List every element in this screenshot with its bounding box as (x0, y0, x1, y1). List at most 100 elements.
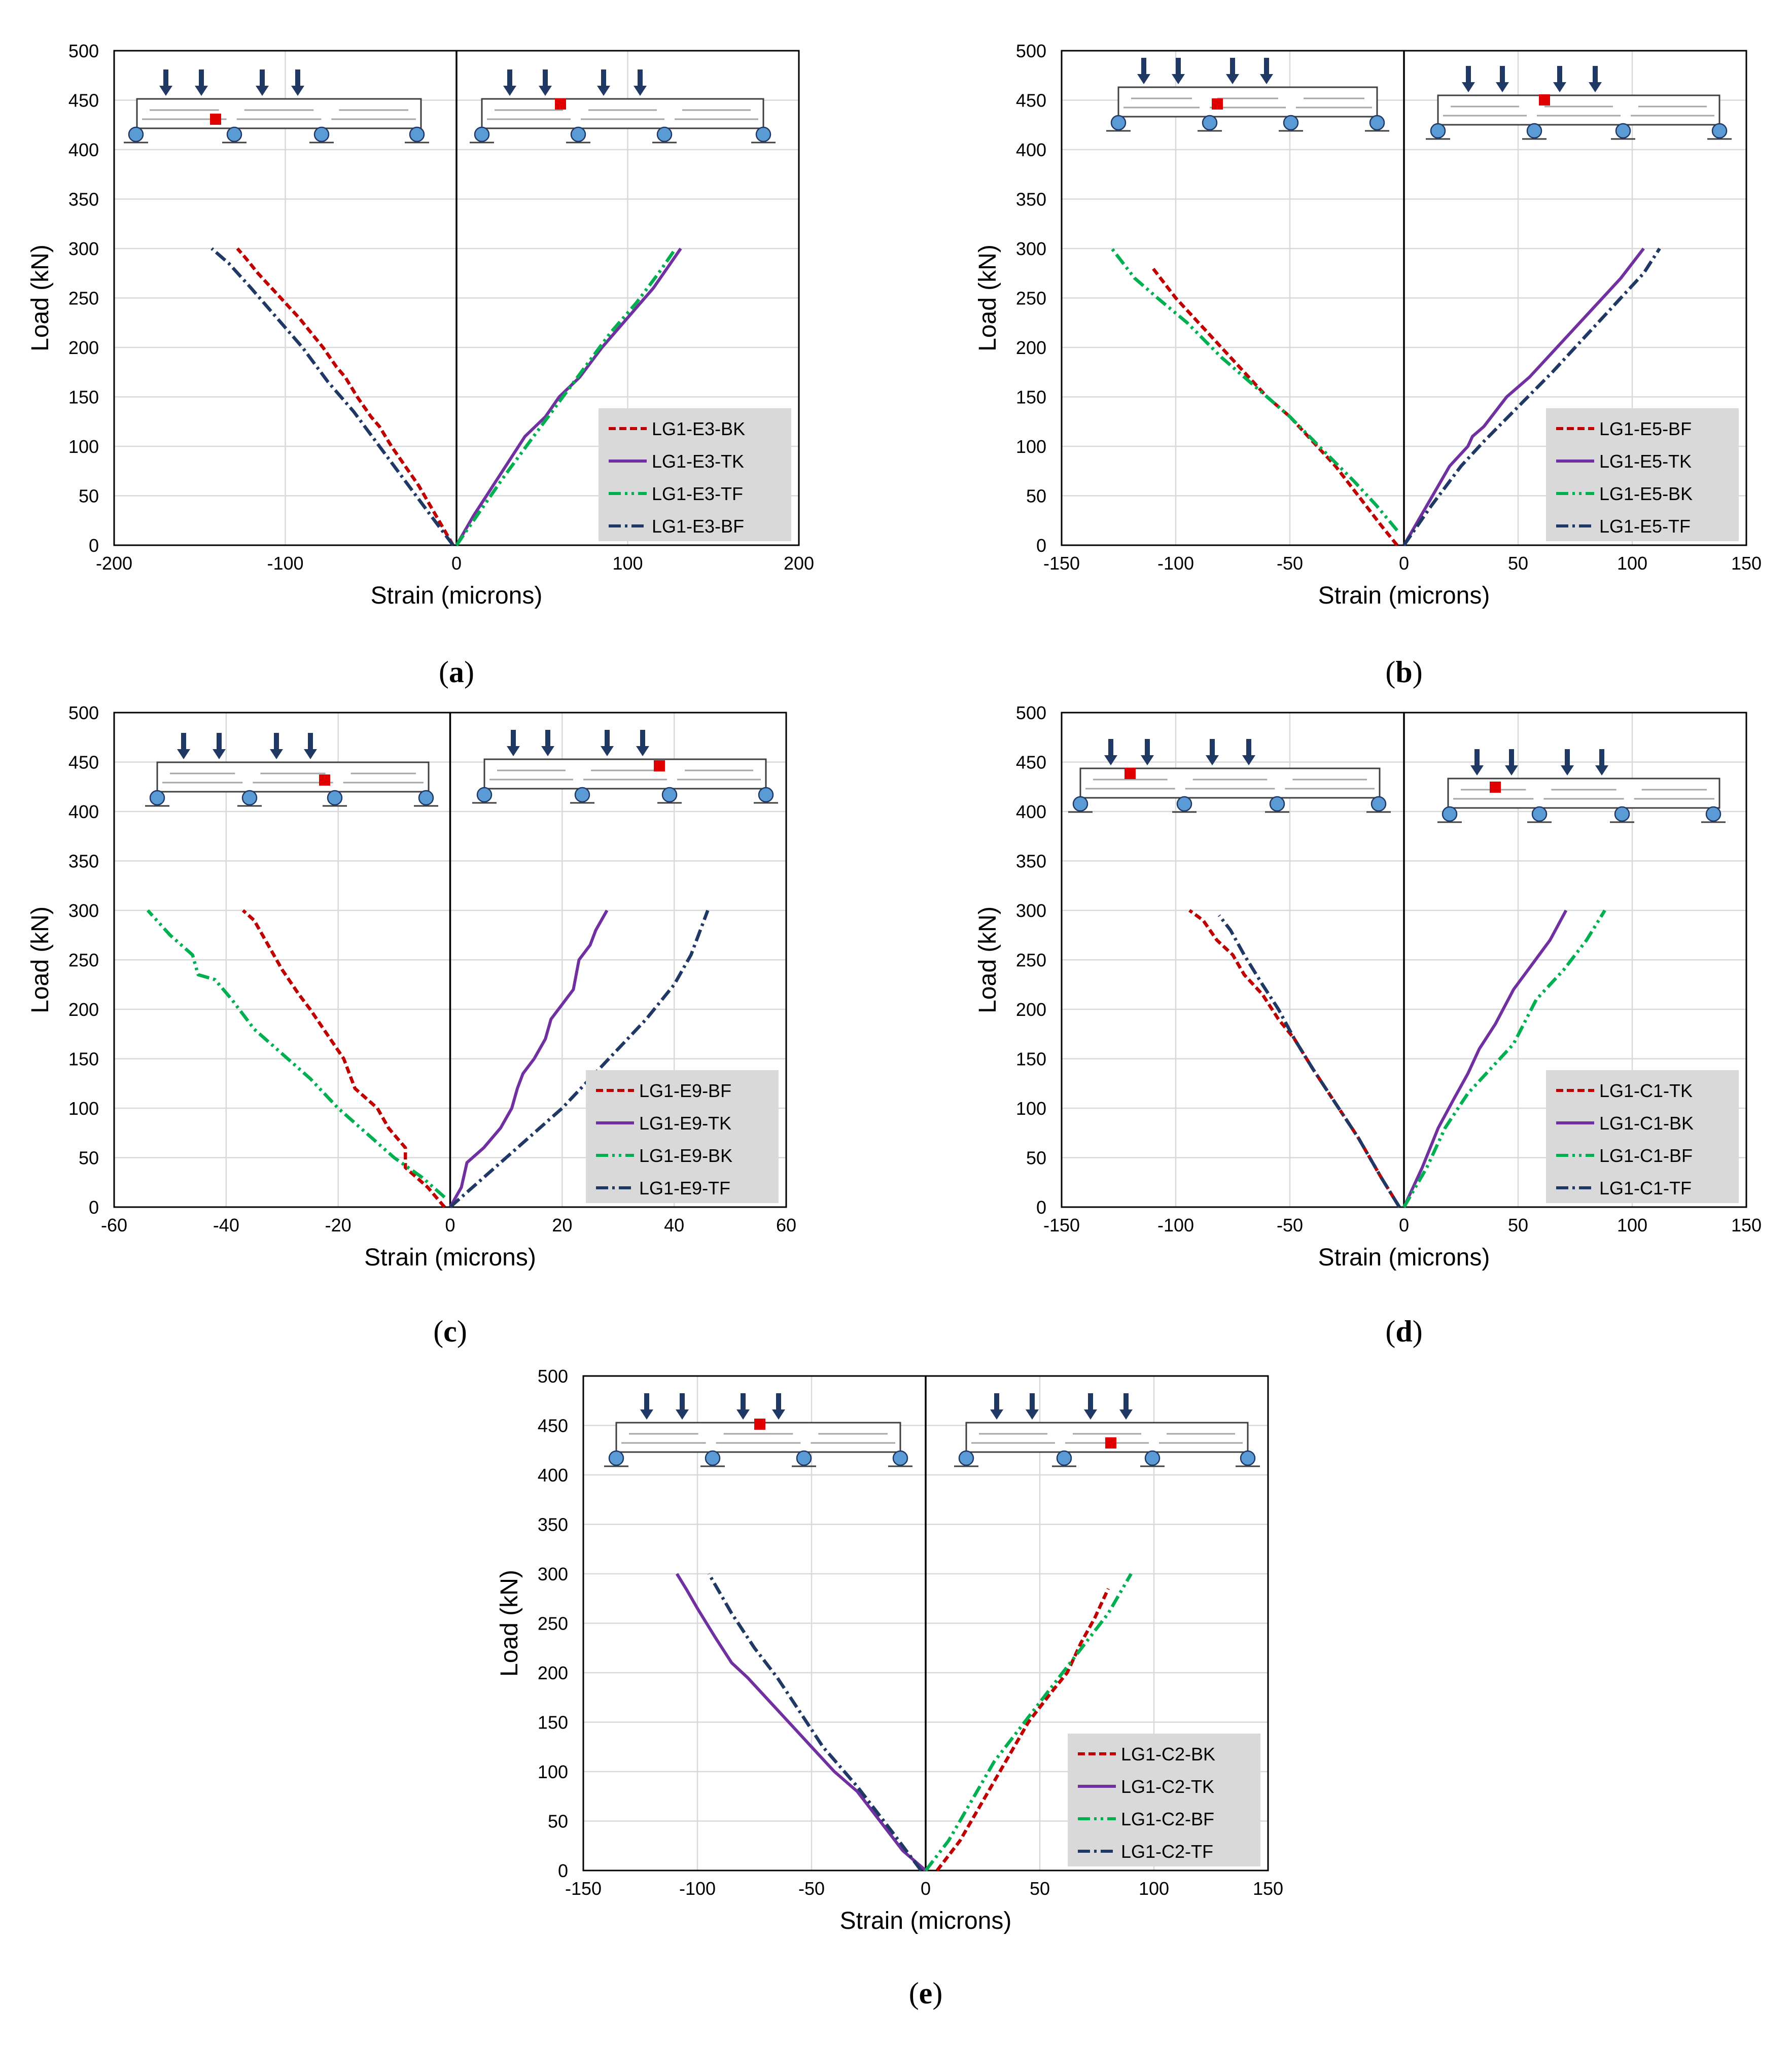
caption-open: ( (433, 1315, 443, 1348)
caption-close: ) (1413, 1315, 1423, 1348)
series-line-LG1-E5-BK (1110, 248, 1399, 532)
arrow-head (304, 749, 317, 759)
y-tick-label: 0 (558, 1860, 568, 1881)
y-tick-label: 500 (538, 1366, 568, 1387)
support-roller-icon (1526, 123, 1542, 139)
series-line-LG1-E3-BF (210, 247, 454, 546)
arrow-head (636, 746, 649, 756)
arrow-shaft (511, 730, 516, 747)
y-tick-label: 0 (89, 1197, 99, 1218)
x-tick-label: 0 (1399, 553, 1409, 574)
y-tick-label: 350 (1016, 851, 1046, 872)
support-roller-icon (476, 787, 493, 803)
caption-open: ( (909, 1977, 919, 2010)
arrow-head (1462, 82, 1475, 92)
support-roller-icon (313, 126, 330, 143)
y-tick-label: 150 (1016, 387, 1046, 408)
y-tick-label: 450 (1016, 752, 1046, 773)
beam-diagram (604, 1393, 912, 1467)
x-tick-label: -100 (1157, 1215, 1194, 1236)
caption-close: ) (464, 655, 474, 689)
arrow-head (634, 86, 647, 96)
y-tick-label: 350 (538, 1514, 568, 1535)
beam-diagram (1437, 749, 1726, 823)
series-line-LG1-E3-BK (236, 247, 455, 546)
caption-letter: e (919, 1977, 933, 2010)
load-arrow-icon (1119, 1393, 1133, 1420)
support-roller-icon (1110, 115, 1127, 131)
series-line-LG1-E9-BK (146, 909, 446, 1198)
y-tick-label: 350 (68, 189, 99, 210)
load-arrow-icon (634, 69, 647, 96)
panel-caption: (b) (1385, 655, 1422, 689)
y-tick-label: 200 (1016, 999, 1046, 1020)
x-tick-label: 0 (451, 553, 462, 574)
x-tick-label: -40 (213, 1215, 239, 1236)
arrow-head (1242, 755, 1255, 765)
load-arrow-icon (195, 69, 208, 96)
arrow-head (1595, 765, 1608, 775)
y-tick-label: 450 (68, 90, 99, 111)
y-axis-label: Load (kN) (974, 244, 1001, 351)
strain-gauge-marker (1539, 94, 1550, 105)
legend: LG1-E5-BF LG1-E5-TK LG1-E5-BK LG1-E5-TF (1546, 408, 1739, 541)
arrow-head (1561, 765, 1574, 775)
load-arrow-icon (304, 733, 317, 759)
arrow-head (1470, 765, 1484, 775)
load-arrow-icon (507, 730, 520, 756)
legend-entry: LG1-C2-TK (1121, 1776, 1214, 1797)
caption-letter: a (449, 655, 464, 689)
arrow-head (1172, 74, 1185, 84)
support-roller-icon (661, 787, 678, 803)
legend-entry: LG1-E9-BF (639, 1080, 731, 1101)
y-tick-label: 0 (89, 535, 99, 556)
x-tick-label: 150 (1253, 1878, 1283, 1899)
caption-letter: b (1395, 655, 1412, 689)
caption-letter: d (1395, 1315, 1412, 1348)
load-arrow-icon (772, 1393, 785, 1420)
arrow-head (507, 746, 520, 756)
x-axis-label: Strain (microns) (1318, 582, 1490, 609)
arrow-head (597, 86, 610, 96)
arrow-head (1104, 755, 1117, 765)
arrow-shaft (308, 733, 313, 750)
y-tick-label: 450 (68, 752, 99, 773)
y-tick-label: 250 (68, 950, 99, 971)
caption-close: ) (457, 1315, 467, 1348)
y-tick-label: 500 (68, 702, 99, 723)
girder-outline (1447, 778, 1720, 809)
support-roller-icon (1056, 1450, 1072, 1466)
beam-diagram (124, 69, 429, 144)
arrow-shaft (1246, 739, 1251, 756)
arrow-shaft (507, 69, 512, 87)
load-arrow-icon (1553, 66, 1566, 92)
legend-entry: LG1-E3-TF (652, 483, 743, 504)
arrow-head (1553, 82, 1566, 92)
legend-entry: LG1-C2-BF (1121, 1809, 1214, 1829)
arrow-head (640, 1409, 653, 1420)
y-tick-label: 50 (548, 1811, 568, 1832)
support-roller-icon (656, 126, 673, 143)
y-tick-label: 300 (68, 900, 99, 921)
y-tick-label: 300 (1016, 238, 1046, 259)
arrow-shaft (1108, 739, 1113, 756)
x-tick-label: 50 (1030, 1878, 1050, 1899)
arrow-head (177, 749, 190, 759)
beam-diagram (954, 1393, 1260, 1467)
arrow-head (1119, 1409, 1133, 1420)
strain-gauge-marker (654, 760, 665, 771)
arrow-head (213, 749, 226, 759)
load-arrow-icon (1084, 1393, 1097, 1420)
support-roller-icon (241, 790, 258, 806)
legend-entry: LG1-E3-TK (652, 451, 744, 472)
caption-open: ( (1385, 1315, 1395, 1348)
y-tick-label: 250 (538, 1613, 568, 1634)
legend-entry: LG1-E3-BK (652, 418, 745, 439)
arrow-shaft (1141, 58, 1146, 75)
y-axis-label: Load (kN) (974, 906, 1001, 1013)
caption-open: ( (439, 655, 449, 689)
arrow-head (1496, 82, 1509, 92)
arrow-head (270, 749, 283, 759)
support-roller-icon (1711, 123, 1728, 139)
